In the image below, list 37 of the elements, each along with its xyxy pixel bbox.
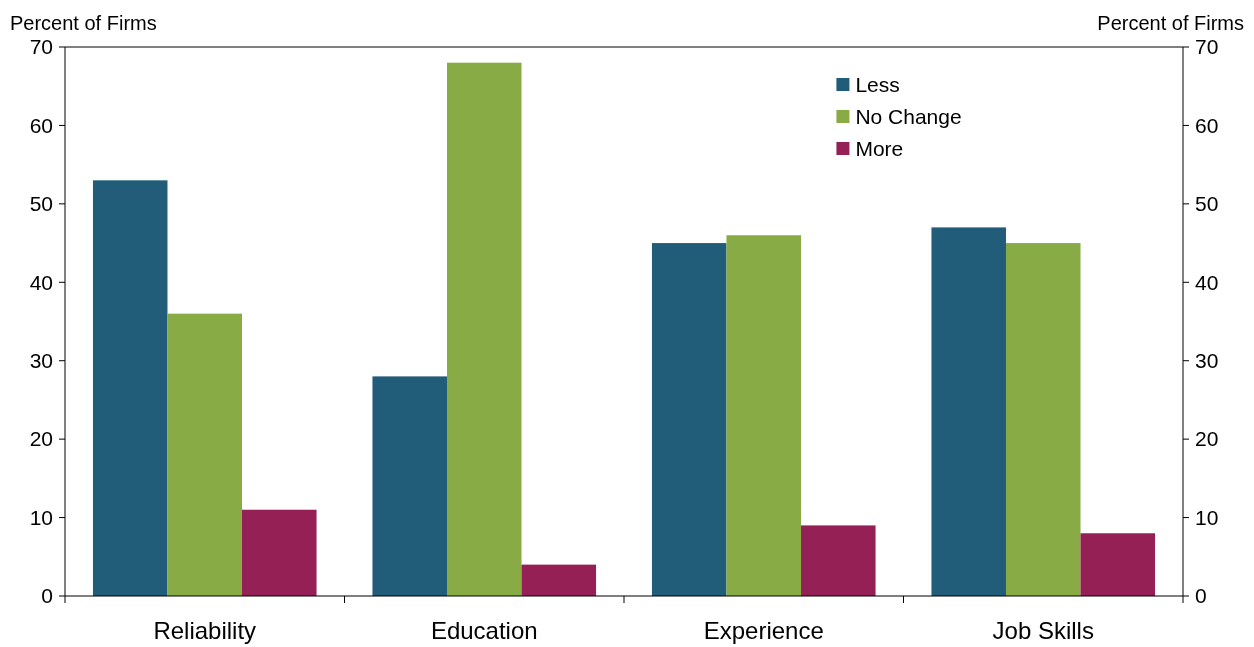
y-tick-label: 50 [29,192,53,216]
bar [1080,533,1156,596]
bar [651,243,727,596]
y-tick-label: 60 [29,113,53,137]
y-tick-label: 0 [41,584,53,608]
y-tick-label: 30 [29,349,53,373]
y2-tick-label: 20 [1195,427,1219,451]
x-tick-label: Experience [703,617,824,644]
bar [931,227,1006,596]
legend-label: Less [855,73,900,97]
legend-label: More [855,137,904,161]
bar [801,525,876,596]
y2-tick-label: 50 [1195,192,1219,216]
bar [521,564,597,596]
x-tick-label: Job Skills [992,617,1094,644]
y2-tick-label: 40 [1195,270,1219,294]
y2-tick-label: 70 [1195,35,1219,59]
bar [446,62,522,596]
bar [1005,243,1081,596]
y2-tick-label: 0 [1195,584,1207,608]
y2-tick-label: 60 [1195,113,1219,137]
y-axis-title: Percent of Firms [10,12,157,34]
y-tick-label: 10 [29,505,53,529]
x-tick-label: Education [430,617,538,644]
x-tick-label: Reliability [153,617,257,644]
bar [167,313,243,596]
y-tick-label: 20 [29,427,53,451]
y-tick-label: 70 [29,35,53,59]
y2-axis-title: Percent of Firms [1097,12,1244,34]
bar [726,235,802,596]
y-tick-label: 40 [29,270,53,294]
legend-label: No Change [855,105,962,129]
y2-tick-label: 30 [1195,349,1219,373]
bar [242,509,317,596]
bar [92,180,168,596]
bar [372,376,447,596]
y2-tick-label: 10 [1195,505,1219,529]
